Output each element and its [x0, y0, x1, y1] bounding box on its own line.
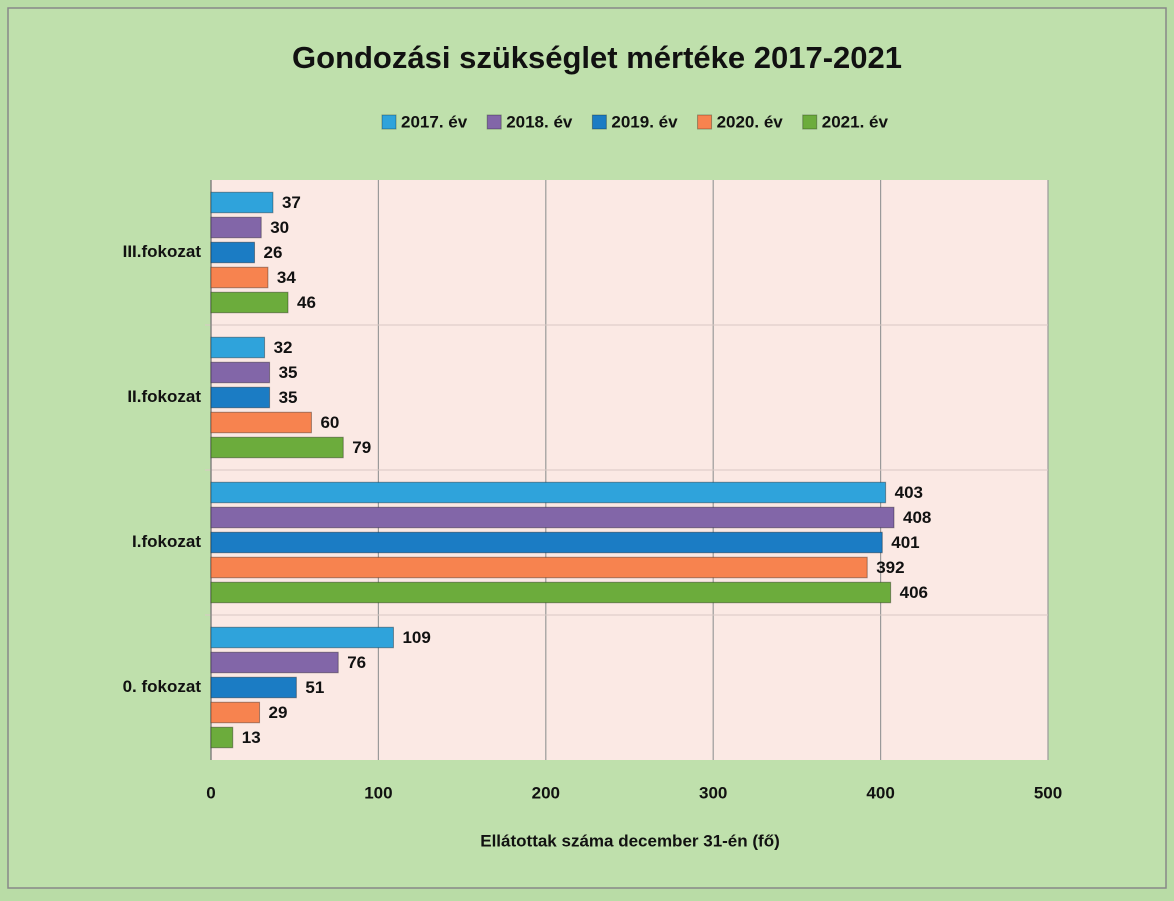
legend-swatch: [486, 114, 502, 130]
x-tick-label: 100: [364, 783, 392, 802]
bar: [210, 676, 297, 699]
value-label: 79: [352, 438, 371, 457]
value-label: 34: [277, 268, 296, 287]
x-tick-label: 500: [1034, 783, 1062, 802]
x-axis-title: Ellátottak száma december 31-én (fő): [480, 831, 779, 850]
bar: [210, 506, 895, 529]
bar: [210, 651, 339, 674]
bar: [210, 411, 312, 434]
bar: [210, 361, 271, 384]
value-label: 401: [891, 533, 919, 552]
value-label: 109: [402, 628, 430, 647]
legend-label: 2018. év: [506, 112, 573, 131]
value-label: 30: [270, 218, 289, 237]
y-tick-label: I.fokozat: [132, 532, 201, 551]
bar: [210, 336, 266, 359]
bar: [210, 266, 269, 289]
bar: [210, 701, 261, 724]
value-label: 406: [900, 583, 928, 602]
bar: [210, 581, 892, 604]
legend-label: 2017. év: [401, 112, 468, 131]
value-label: 60: [320, 413, 339, 432]
legend-label: 2021. év: [822, 112, 889, 131]
value-label: 13: [242, 728, 261, 747]
value-label: 32: [274, 338, 293, 357]
bar: [210, 241, 256, 264]
bar: [210, 386, 271, 409]
legend-swatch: [697, 114, 713, 130]
x-tick-label: 0: [206, 783, 215, 802]
chart-title: Gondozási szükséglet mértéke 2017-2021: [292, 40, 902, 75]
x-tick-label: 400: [866, 783, 894, 802]
value-label: 408: [903, 508, 931, 527]
bar: [210, 481, 887, 504]
y-tick-label: 0. fokozat: [123, 677, 202, 696]
legend-swatch: [802, 114, 818, 130]
value-label: 51: [305, 678, 324, 697]
bar: [210, 191, 274, 214]
bar: [210, 436, 344, 459]
bar: [210, 726, 234, 749]
value-label: 403: [895, 483, 923, 502]
x-tick-label: 300: [699, 783, 727, 802]
x-tick-label: 200: [532, 783, 560, 802]
bar: [210, 531, 883, 554]
value-label: 37: [282, 193, 301, 212]
y-tick-label: III.fokozat: [123, 242, 202, 261]
legend-swatch: [381, 114, 397, 130]
value-label: 29: [269, 703, 288, 722]
value-label: 46: [297, 293, 316, 312]
value-label: 35: [279, 363, 298, 382]
bar: [210, 556, 868, 579]
value-label: 35: [279, 388, 298, 407]
legend-label: 2020. év: [717, 112, 784, 131]
y-tick-label: II.fokozat: [127, 387, 201, 406]
value-label: 392: [876, 558, 904, 577]
legend-swatch: [591, 114, 607, 130]
value-label: 76: [347, 653, 366, 672]
legend-label: 2019. év: [611, 112, 678, 131]
value-label: 26: [264, 243, 283, 262]
bar: [210, 626, 394, 649]
bar: [210, 216, 262, 239]
bar: [210, 291, 289, 314]
